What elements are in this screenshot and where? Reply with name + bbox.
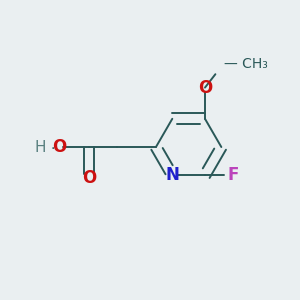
Text: — CH₃: — CH₃ xyxy=(224,57,268,71)
Text: N: N xyxy=(165,166,179,184)
Text: F: F xyxy=(227,166,239,184)
Text: H: H xyxy=(34,140,46,154)
Text: O: O xyxy=(198,79,212,97)
Text: O: O xyxy=(82,169,96,187)
Text: O: O xyxy=(52,138,67,156)
Text: ·: · xyxy=(50,142,55,155)
